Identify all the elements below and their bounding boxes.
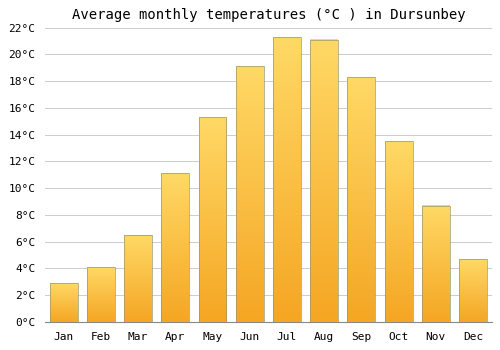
Title: Average monthly temperatures (°C ) in Dursunbey: Average monthly temperatures (°C ) in Du… xyxy=(72,8,465,22)
